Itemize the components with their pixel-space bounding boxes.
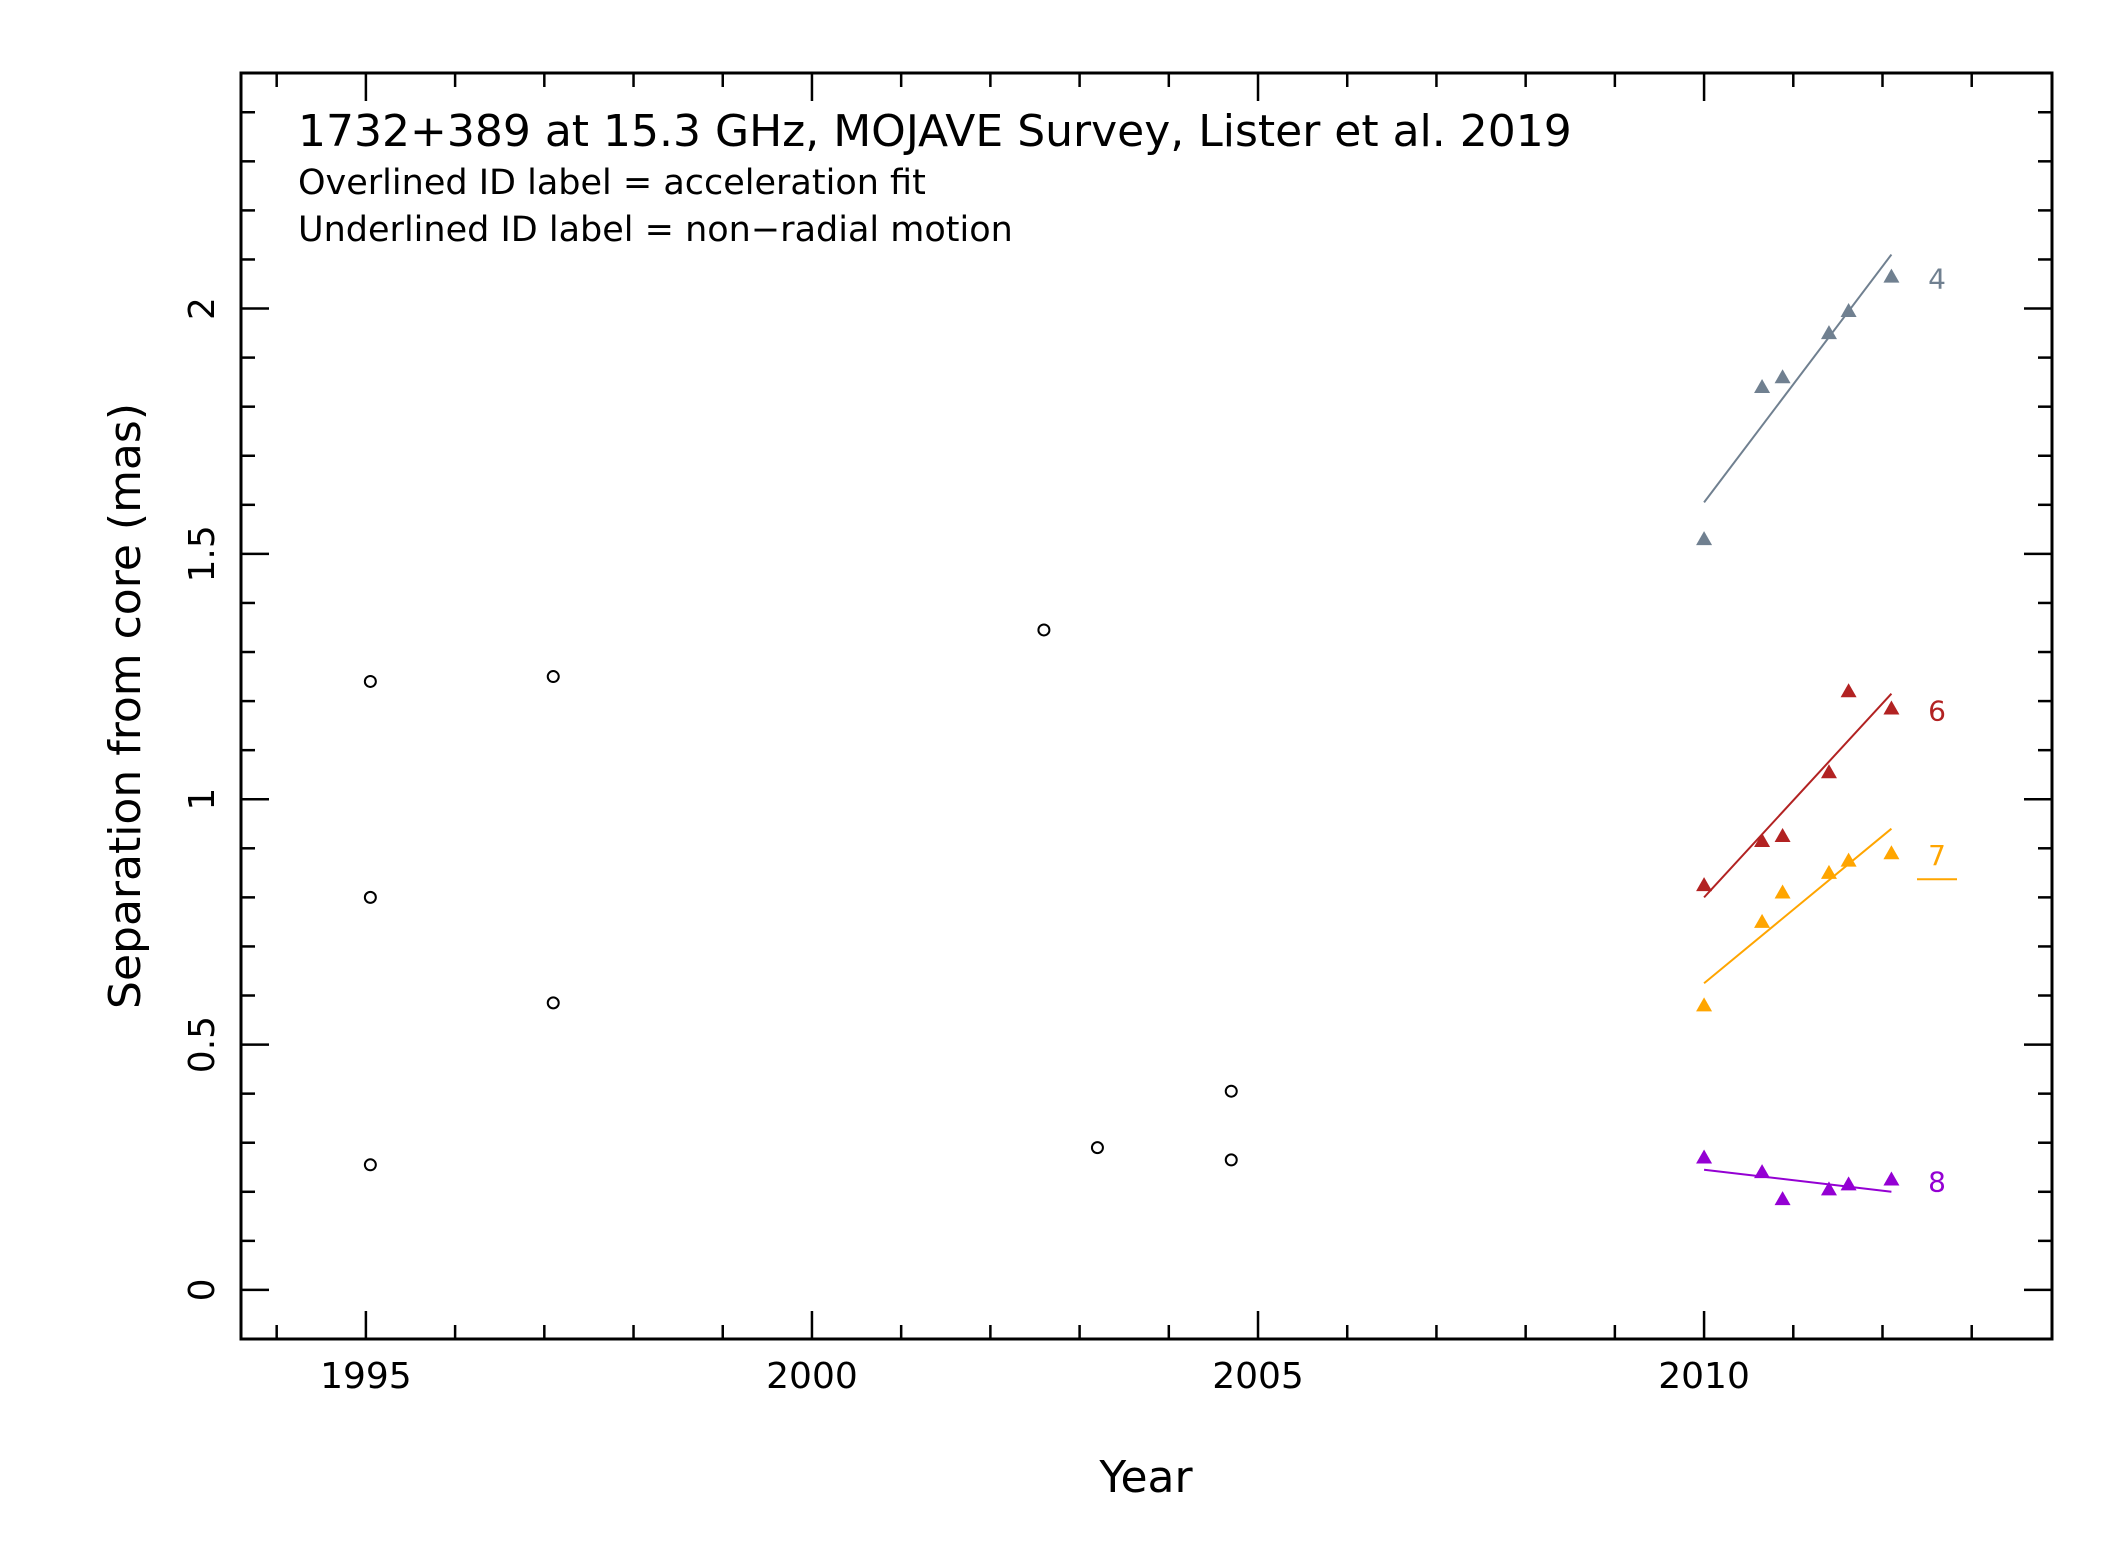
- point-4: [1696, 531, 1713, 546]
- y-tick-label: 0: [182, 1278, 223, 1301]
- series-label-4: 4: [1928, 263, 1946, 296]
- point-7: [1696, 997, 1713, 1012]
- fit-lines: [1703, 253, 1893, 1193]
- unassigned-point: [1224, 1153, 1238, 1167]
- x-axis-tick-labels: 1995 2000 2005 2010: [320, 1356, 1750, 1397]
- point-7: [1820, 864, 1837, 879]
- point-8: [1883, 1171, 1900, 1186]
- y-tick-label: 2: [182, 297, 223, 320]
- point-6: [1754, 832, 1771, 847]
- unassigned-point: [1090, 1141, 1104, 1155]
- data-points: [363, 268, 1900, 1206]
- series-label-7: 7: [1928, 839, 1946, 872]
- point-7: [1754, 913, 1771, 928]
- y-axis-tick-labels: 0 0.5 1 1.5 2: [182, 297, 223, 1301]
- point-6: [1774, 828, 1791, 843]
- point-6: [1820, 764, 1837, 779]
- point-7: [1774, 884, 1791, 899]
- chart-title: 1732+389 at 15.3 GHz, MOJAVE Survey, Lis…: [298, 106, 1572, 157]
- x-tick-label: 2000: [766, 1356, 858, 1397]
- point-4: [1883, 268, 1900, 283]
- point-6: [1696, 877, 1713, 892]
- chart-subtitle-1: Overlined ID label = acceleration fit: [298, 163, 926, 203]
- point-8: [1696, 1149, 1713, 1164]
- chart-subtitle-2: Underlined ID label = non−radial motion: [298, 210, 1013, 250]
- point-7: [1840, 852, 1857, 867]
- fit-line-7: [1703, 827, 1893, 985]
- point-8: [1840, 1176, 1857, 1191]
- y-tick-label: 1.5: [182, 525, 223, 582]
- x-tick-label: 2010: [1658, 1356, 1750, 1397]
- y-axis-ticks: [241, 111, 2052, 1341]
- y-tick-label: 0.5: [182, 1016, 223, 1073]
- x-tick-label: 2005: [1212, 1356, 1304, 1397]
- point-8: [1774, 1191, 1791, 1206]
- unassigned-point: [1224, 1084, 1238, 1098]
- unassigned-point: [546, 996, 560, 1010]
- series-id-labels: 4 6 7 8: [1917, 263, 1957, 1199]
- fit-line-6: [1703, 693, 1893, 899]
- x-tick-label: 1995: [320, 1356, 412, 1397]
- unassigned-point: [546, 670, 560, 684]
- unassigned-point: [363, 674, 377, 688]
- series-label-6: 6: [1928, 694, 1946, 727]
- point-8: [1820, 1181, 1837, 1196]
- unassigned-point: [1037, 623, 1051, 637]
- fit-line-4: [1703, 253, 1893, 503]
- fit-line-8: [1703, 1168, 1892, 1193]
- point-4: [1820, 325, 1837, 340]
- point-7: [1883, 845, 1900, 860]
- unassigned-point: [363, 1158, 377, 1172]
- plot-frame: [239, 71, 2054, 1341]
- point-8: [1754, 1164, 1771, 1179]
- point-4: [1774, 369, 1791, 384]
- point-4: [1840, 302, 1857, 317]
- unassigned-point: [363, 890, 377, 904]
- x-axis-label: Year: [1098, 1452, 1193, 1503]
- x-axis-ticks: [275, 73, 1973, 1339]
- point-4: [1754, 379, 1771, 394]
- series-label-8: 8: [1928, 1166, 1946, 1199]
- point-6: [1883, 700, 1900, 715]
- point-6: [1840, 683, 1857, 698]
- y-tick-label: 1: [182, 788, 223, 811]
- y-axis-label: Separation from core (mas): [100, 403, 151, 1009]
